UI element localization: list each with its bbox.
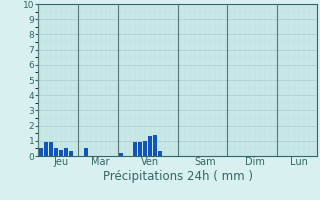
Bar bbox=[153, 135, 157, 156]
Bar bbox=[49, 142, 53, 156]
Bar bbox=[68, 151, 73, 156]
X-axis label: Précipitations 24h ( mm ): Précipitations 24h ( mm ) bbox=[103, 170, 252, 183]
Bar bbox=[84, 148, 88, 156]
Bar bbox=[158, 151, 162, 156]
Bar bbox=[148, 136, 152, 156]
Bar bbox=[143, 141, 148, 156]
Bar bbox=[64, 148, 68, 156]
Bar bbox=[133, 142, 138, 156]
Bar bbox=[39, 148, 43, 156]
Bar bbox=[138, 142, 142, 156]
Bar bbox=[44, 142, 48, 156]
Bar bbox=[59, 150, 63, 156]
Bar bbox=[54, 148, 58, 156]
Bar bbox=[118, 153, 123, 156]
